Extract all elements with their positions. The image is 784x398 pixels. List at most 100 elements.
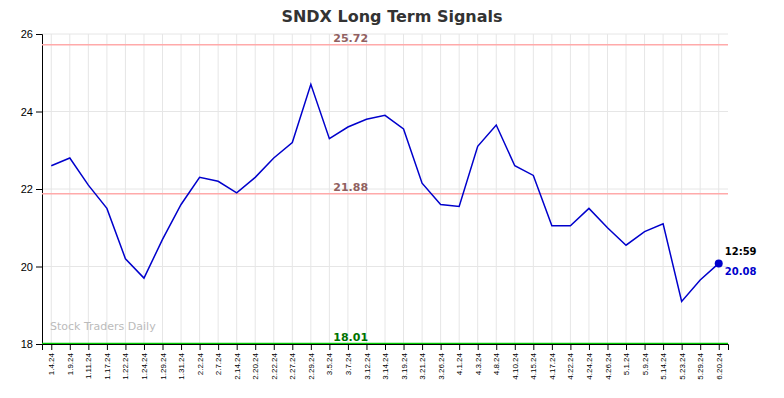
grid-line xyxy=(607,34,608,344)
tick-mark xyxy=(459,344,460,350)
marks xyxy=(42,45,728,344)
tick-label: 1.4.24 xyxy=(47,352,56,375)
tick-label: 5.1.24 xyxy=(622,352,631,375)
reference-label: 25.72 xyxy=(333,32,368,45)
plot: 18202224261.4.241.9.241.11.241.17.241.22… xyxy=(21,28,757,380)
tick-mark xyxy=(36,189,42,190)
tick: 4.15.24 xyxy=(529,344,538,380)
tick: 4.22.24 xyxy=(566,344,575,380)
tick: 4.10.24 xyxy=(511,344,520,380)
tick: 2.22.24 xyxy=(270,344,279,380)
tick-mark xyxy=(255,344,256,350)
tick: 20 xyxy=(21,261,42,273)
tick-label: 2.2.24 xyxy=(196,352,205,375)
tick-label: 24 xyxy=(21,106,33,118)
tick-label: 3.19.24 xyxy=(400,352,409,379)
tick: 1.11.24 xyxy=(84,344,93,379)
grid-line xyxy=(570,34,571,344)
y-axis: 1820222426 xyxy=(21,28,43,350)
end-label: 12:59 xyxy=(725,246,757,257)
tick: 1.9.24 xyxy=(66,344,75,375)
tick: 18 xyxy=(21,338,42,350)
grid-line xyxy=(718,34,719,344)
grid-line xyxy=(403,34,404,344)
tick-label: 4.26.24 xyxy=(604,352,613,379)
grid-line xyxy=(626,34,627,344)
reference-line xyxy=(42,343,728,344)
tick-label: 3.7.24 xyxy=(344,352,353,375)
grid-line xyxy=(51,34,52,344)
tick-label: 1.24.24 xyxy=(140,352,149,379)
tick: 22 xyxy=(21,183,42,195)
grid-line xyxy=(218,34,219,344)
grid-line xyxy=(459,34,460,344)
line xyxy=(51,84,718,301)
tick: 4.24.24 xyxy=(585,344,594,380)
tick-mark xyxy=(88,344,89,350)
tick-label: 1.9.24 xyxy=(66,352,75,375)
grid-line xyxy=(700,34,701,344)
grid-line xyxy=(644,34,645,344)
tick-mark xyxy=(682,344,683,350)
tick: 1.4.24 xyxy=(47,344,56,375)
tick-mark xyxy=(626,344,627,350)
reference-label: 21.88 xyxy=(333,181,368,194)
tick-mark xyxy=(719,344,720,350)
tick-mark xyxy=(533,344,534,350)
tick-mark xyxy=(237,344,238,350)
watermark: Stock Traders Daily xyxy=(50,320,156,333)
reference-label: 18.01 xyxy=(333,331,368,344)
tick-mark xyxy=(163,344,164,350)
tick: 3.7.24 xyxy=(344,344,353,375)
tick: 3.14.24 xyxy=(381,344,390,380)
tick-mark xyxy=(311,344,312,350)
grid-line xyxy=(292,34,293,344)
tick: 6.20.24 xyxy=(715,344,724,380)
tick-label: 2.22.24 xyxy=(270,352,279,379)
tick-label: 2.29.24 xyxy=(307,352,316,379)
tick: 5.1.24 xyxy=(622,344,631,375)
grid-line xyxy=(514,34,515,344)
tick-mark xyxy=(144,344,145,350)
grid-line xyxy=(551,34,552,344)
grid-line xyxy=(106,34,107,344)
tick-mark xyxy=(552,344,553,350)
tick: 3.21.24 xyxy=(418,344,427,380)
tick-mark xyxy=(515,344,516,350)
tick-mark xyxy=(663,344,664,350)
tick-label: 22 xyxy=(21,183,33,195)
reference-line xyxy=(42,193,728,195)
tick-mark xyxy=(36,344,42,345)
tick-mark xyxy=(218,344,219,350)
tick-label: 2.27.24 xyxy=(288,352,297,379)
grid-line xyxy=(143,34,144,344)
tick: 3.5.24 xyxy=(325,344,334,375)
tick: 1.22.24 xyxy=(121,344,130,380)
grid-line xyxy=(199,34,200,344)
grid xyxy=(42,34,728,344)
tick-label: 3.5.24 xyxy=(325,352,334,375)
grid-line xyxy=(329,34,330,344)
tick-label: 1.31.24 xyxy=(177,352,186,379)
grid-line xyxy=(385,34,386,344)
tick-label: 5.23.24 xyxy=(678,352,687,379)
tick-mark xyxy=(200,344,201,350)
tick: 1.17.24 xyxy=(103,344,112,380)
tick-mark xyxy=(36,34,42,35)
grid-line xyxy=(310,34,311,344)
grid-line xyxy=(533,34,534,344)
tick: 4.17.24 xyxy=(548,344,557,380)
grid-line xyxy=(663,34,664,344)
tick-mark xyxy=(422,344,423,350)
tick-mark xyxy=(478,344,479,350)
tick: 2.29.24 xyxy=(307,344,316,380)
tick-mark xyxy=(570,344,571,350)
axis-line xyxy=(43,345,729,351)
tick-mark xyxy=(700,344,701,350)
tick-label: 3.26.24 xyxy=(437,352,446,379)
tick-label: 5.29.24 xyxy=(696,352,705,379)
end-dot xyxy=(715,259,723,267)
tick: 2.14.24 xyxy=(233,344,242,380)
tick-mark xyxy=(36,267,42,268)
tick-mark xyxy=(274,344,275,350)
